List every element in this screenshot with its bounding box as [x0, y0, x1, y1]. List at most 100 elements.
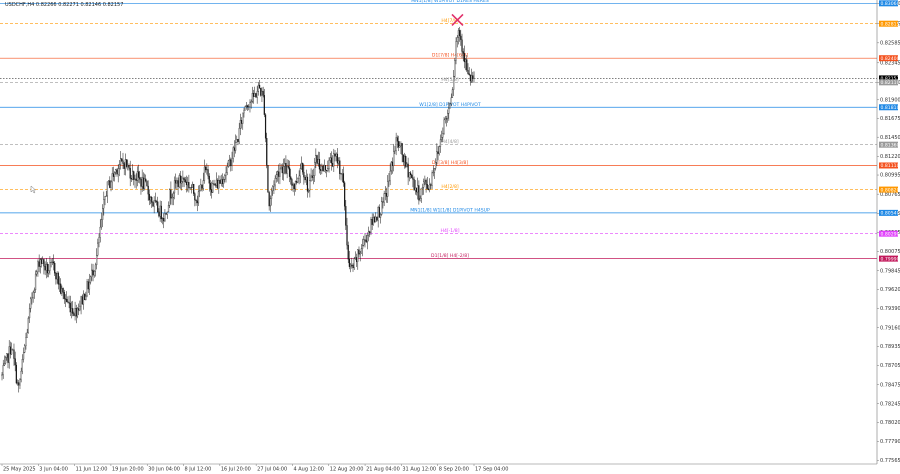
candle-body: [213, 183, 215, 185]
candle-body: [100, 219, 103, 228]
candle-body: [40, 259, 43, 264]
candle-body: [201, 184, 203, 189]
candle-body: [401, 143, 403, 155]
candle-body: [229, 159, 231, 161]
candle-body: [242, 112, 244, 124]
candle-body: [22, 352, 25, 360]
candle-body: [459, 30, 461, 37]
candle-body: [37, 261, 39, 272]
candle-body: [310, 175, 312, 181]
level-price-tag: [879, 186, 898, 193]
level-label: MN1[1/8] W1[1/8] D1PIVOT H4SUP: [410, 207, 490, 213]
candle-body: [221, 179, 224, 184]
candle-body: [340, 173, 342, 175]
candle-body: [445, 118, 448, 120]
candle-body: [287, 165, 289, 168]
candle-body: [159, 205, 161, 217]
candle-body: [223, 179, 225, 184]
candle-body: [88, 281, 91, 290]
candle-body: [233, 147, 236, 151]
candle-body: [415, 187, 418, 193]
candle-body: [423, 181, 425, 188]
candle-body: [92, 269, 94, 276]
candle-body: [296, 181, 298, 183]
candle-body: [164, 213, 166, 222]
candle-body: [70, 308, 73, 313]
candle-body: [105, 195, 107, 197]
level-label: H4[-1/8]: [440, 228, 459, 234]
candle-body: [256, 91, 258, 98]
candle-body: [430, 184, 432, 186]
level-price-tag-text: 0.80820: [881, 187, 900, 193]
candle-body: [226, 166, 228, 173]
candle-body: [209, 183, 212, 190]
candle-body: [255, 93, 257, 98]
candle-body: [140, 179, 142, 187]
mouse-cursor-icon: [30, 185, 37, 194]
level-price-tag-text: 0.82157: [881, 76, 900, 82]
candle-body: [473, 71, 475, 79]
candle-body: [447, 113, 449, 119]
candle-body: [391, 161, 394, 166]
time-tick-label: 8 Jul 12:00: [185, 467, 212, 473]
candle-body: [348, 259, 351, 267]
candle-body: [267, 165, 269, 193]
candle-body: [436, 151, 438, 163]
candle-body: [352, 264, 354, 269]
candle-body: [163, 218, 165, 222]
price-tick-label: 0.78245: [880, 401, 900, 407]
candle-body: [128, 165, 130, 169]
candle-body: [7, 353, 9, 363]
candle-body: [456, 37, 458, 42]
candle-body: [433, 167, 436, 173]
time-tick-label: 11 Jun 12:00: [76, 467, 108, 473]
candle-body: [56, 272, 58, 280]
candle-body: [399, 145, 401, 148]
level-price-tag-text: 0.83060: [881, 1, 900, 7]
level-label: H4[5/8]: [441, 77, 459, 83]
candle-body: [320, 169, 322, 171]
candle-body: [94, 264, 97, 272]
candle-body: [184, 179, 186, 183]
candle-body: [466, 59, 468, 71]
candle-body: [24, 345, 26, 353]
candle-body: [227, 160, 230, 167]
candle-body: [413, 179, 415, 191]
price-tick-label: 0.80995: [880, 173, 900, 179]
candle-body: [142, 177, 144, 189]
candle-body: [455, 41, 457, 61]
candle-body: [76, 308, 79, 317]
time-tick-label: 21 Aug 04:00: [366, 467, 400, 473]
candle-body: [306, 176, 309, 192]
candle-body: [200, 184, 202, 191]
candle-body: [365, 239, 367, 243]
time-tick-label: 8 Sep 20:00: [439, 467, 469, 473]
candle-body: [187, 182, 189, 186]
level-price-tags: 0.83060 0.82815 0.82400 0.821570.82110 0.818…: [879, 0, 900, 262]
candle-body: [367, 231, 370, 236]
candle-body: [225, 172, 227, 176]
candle-body: [351, 264, 353, 266]
candle-body: [315, 155, 317, 163]
candle-body: [151, 197, 153, 203]
candle-body: [224, 175, 226, 180]
candle-body: [178, 175, 180, 187]
candle-body: [19, 379, 21, 386]
candle-body: [236, 139, 238, 143]
candle-body: [51, 261, 53, 263]
candle-body: [3, 362, 5, 366]
candle-body: [172, 192, 174, 198]
candle-body: [133, 171, 135, 180]
candle-body: [185, 181, 188, 186]
candle-body: [275, 174, 277, 179]
candle-body: [276, 171, 279, 175]
candle-body: [84, 293, 86, 301]
level-price-tag: [879, 141, 898, 148]
candle-body: [4, 357, 7, 364]
candle-body: [379, 214, 382, 218]
candle-body: [334, 153, 336, 157]
level-price-tag: [879, 255, 898, 262]
candle-body: [454, 60, 456, 77]
price-tick-label: 0.79390: [880, 306, 900, 312]
